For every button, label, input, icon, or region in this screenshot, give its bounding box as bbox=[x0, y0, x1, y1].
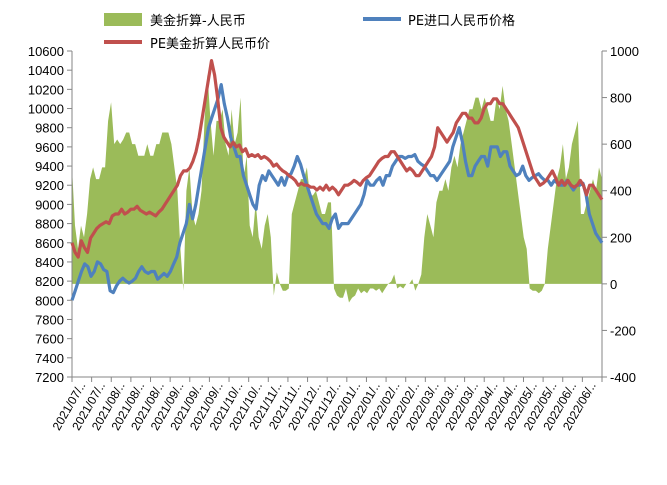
left-tick-label: 7600 bbox=[35, 332, 64, 347]
series-area-diff bbox=[72, 74, 602, 303]
left-tick-label: 10000 bbox=[28, 102, 64, 117]
left-tick-label: 10600 bbox=[28, 44, 64, 59]
left-tick-label: 7800 bbox=[35, 312, 64, 327]
right-tick-label: 400 bbox=[610, 184, 632, 199]
left-tick-label: 10200 bbox=[28, 82, 64, 97]
legend-swatch-area bbox=[104, 13, 142, 26]
left-tick-label: 8600 bbox=[35, 236, 64, 251]
right-tick-label: 600 bbox=[610, 137, 632, 152]
x-axis-ticks: 2021/07/..2021/07/..2021/08/..2021/08/..… bbox=[50, 377, 603, 433]
right-tick-label: 800 bbox=[610, 91, 632, 106]
left-axis-ticks: 7200 7400 7600 7800 8000 8200 8400 8600 8800 9000… bbox=[28, 44, 72, 385]
chart-legend: 美金折算-人民币 PE进口人民币价格 PE美金折算人民币价 bbox=[104, 13, 515, 52]
left-tick-label: 10400 bbox=[28, 63, 64, 78]
line-series-layer bbox=[70, 59, 604, 301]
left-tick-label: 8200 bbox=[35, 274, 64, 289]
right-tick-label: -400 bbox=[610, 370, 636, 385]
legend-label-area: 美金折算-人民币 bbox=[150, 13, 246, 29]
left-tick-label: 7400 bbox=[35, 351, 64, 366]
axes-layer bbox=[71, 51, 603, 378]
right-tick-label: -200 bbox=[610, 323, 636, 338]
left-tick-label: 8800 bbox=[35, 217, 64, 232]
left-tick-label: 8400 bbox=[35, 255, 64, 270]
right-tick-label: 1000 bbox=[610, 44, 639, 59]
left-tick-label: 9200 bbox=[35, 178, 64, 193]
left-tick-label: 9600 bbox=[35, 140, 64, 155]
left-tick-label: 9800 bbox=[35, 121, 64, 136]
legend-label-usd: PE美金折算人民币价 bbox=[150, 36, 270, 52]
left-tick-label: 9000 bbox=[35, 197, 64, 212]
area-series-layer bbox=[72, 74, 602, 303]
series-line-cny bbox=[70, 83, 604, 301]
right-tick-label: 0 bbox=[610, 277, 617, 292]
right-axis-ticks: -400 -200 0 200 400 600 800 1000 bbox=[602, 44, 639, 385]
left-tick-label: 8000 bbox=[35, 293, 64, 308]
left-tick-label: 9400 bbox=[35, 159, 64, 174]
series-line-usd bbox=[70, 59, 604, 259]
left-tick-label: 7200 bbox=[35, 370, 64, 385]
right-tick-label: 200 bbox=[610, 230, 632, 245]
legend-label-cny: PE进口人民币价格 bbox=[408, 13, 515, 29]
